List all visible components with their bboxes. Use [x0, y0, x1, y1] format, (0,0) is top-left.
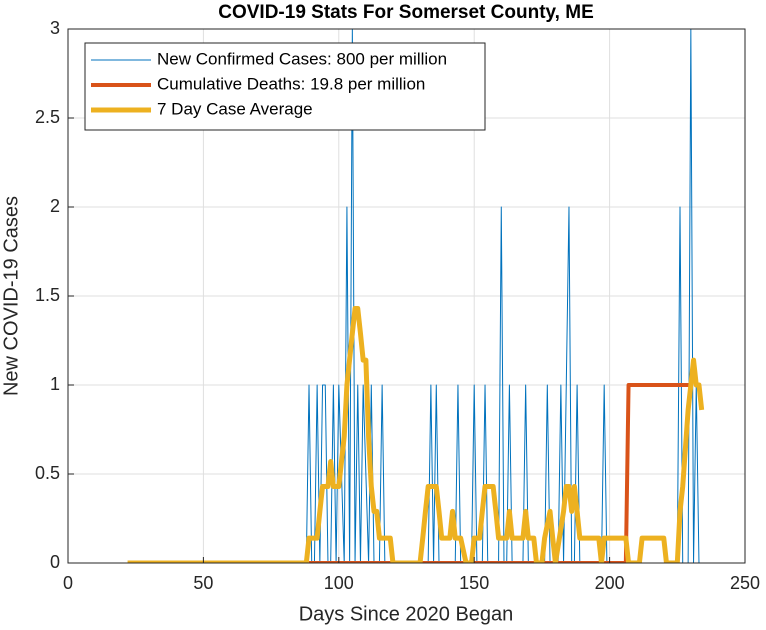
x-tick-label: 150	[459, 573, 489, 593]
x-axis-label: Days Since 2020 Began	[299, 603, 514, 625]
y-tick-label: 0.5	[35, 463, 60, 483]
legend-label: New Confirmed Cases: 800 per million	[157, 49, 447, 68]
legend-label: 7 Day Case Average	[157, 99, 313, 118]
y-tick-label: 1.5	[35, 285, 60, 305]
legend: New Confirmed Cases: 800 per million Cumu…	[84, 42, 486, 131]
legend-label: Cumulative Deaths: 19.8 per million	[157, 74, 425, 93]
series-line	[309, 383, 691, 563]
y-tick-label: 1	[50, 374, 60, 394]
y-tick-label: 2	[50, 196, 60, 216]
x-tick-label: 50	[193, 573, 213, 593]
y-tick-label: 2.5	[35, 107, 60, 127]
legend-box	[84, 42, 486, 131]
y-tick-label: 0	[50, 552, 60, 572]
x-tick-label: 100	[324, 573, 354, 593]
y-axis-label: New COVID-19 Cases	[0, 196, 22, 396]
x-tick-label: 250	[730, 573, 760, 593]
x-tick-label: 0	[63, 573, 73, 593]
chart-title: COVID-19 Stats For Somerset County, ME	[218, 2, 594, 23]
series-line	[127, 305, 705, 563]
y-tick-label: 3	[50, 18, 60, 38]
plot-lines	[127, 29, 705, 563]
x-tick-label: 200	[595, 573, 625, 593]
